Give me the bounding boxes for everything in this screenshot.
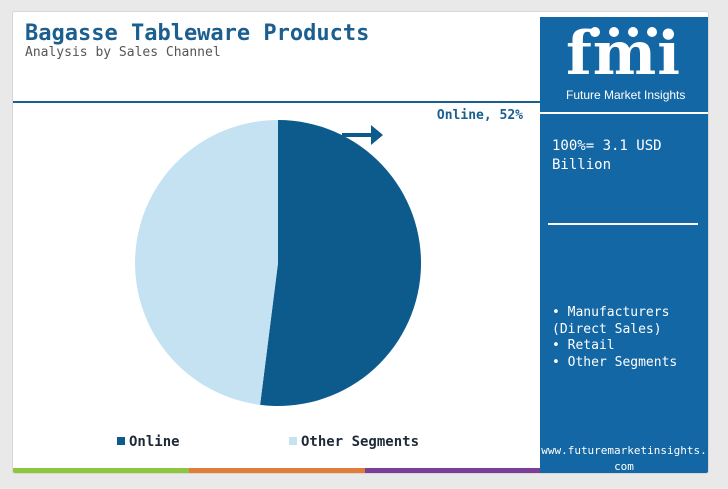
footer-bar-green: [13, 468, 189, 473]
logo-dots: [590, 22, 666, 41]
logo-dot: [590, 27, 600, 37]
legend-label: Other Segments: [301, 434, 419, 450]
segment-label: Retail: [567, 338, 615, 353]
chart-subtitle: Analysis by Sales Channel: [25, 45, 221, 60]
footer-bar-orange: [189, 468, 365, 473]
legend-swatch: [117, 437, 125, 445]
logo-dot: [647, 27, 657, 37]
pie-slice-other-segments: [135, 120, 278, 405]
logo-subtext: Future Market Insights: [566, 88, 686, 102]
slide: Bagasse Tableware Products Analysis by S…: [12, 11, 709, 474]
arrow-head-icon: [371, 125, 383, 145]
panel-divider-top: [540, 112, 708, 114]
chart-title: Bagasse Tableware Products: [25, 21, 370, 46]
website-link[interactable]: www.futuremarketinsights.com: [541, 444, 707, 473]
panel-divider-mid: [548, 223, 698, 225]
info-panel: fmi Future Market Insights 100%= 3.1 USD…: [540, 17, 708, 473]
fmi-logo: fmi Future Market Insights: [558, 22, 688, 107]
segment-label: Other Segments: [567, 354, 678, 370]
pie-slice-online: [260, 120, 422, 406]
legend-label: Online: [129, 434, 180, 450]
legend-swatch: [289, 437, 297, 445]
logo-dot: [628, 27, 638, 37]
segment-item: • Manufacturers (Direct Sales): [552, 305, 670, 337]
footer-color-bar: [13, 468, 540, 473]
segment-item: • Other Segments: [552, 354, 678, 370]
logo-dot: [609, 27, 619, 37]
footer-bar-purple: [365, 468, 540, 473]
pie-chart: Online, 52% Online Other Segments: [117, 108, 523, 450]
segment-label: Manufacturers (Direct Sales): [552, 305, 670, 337]
logo-text: fmi: [566, 19, 682, 89]
segment-list: • Manufacturers (Direct Sales) • Retail …: [552, 305, 708, 371]
header-divider: [13, 101, 540, 103]
segment-item: • Retail: [552, 338, 615, 353]
market-total: 100%= 3.1 USD Billion: [552, 138, 662, 173]
data-label-online: Online, 52%: [437, 108, 523, 123]
